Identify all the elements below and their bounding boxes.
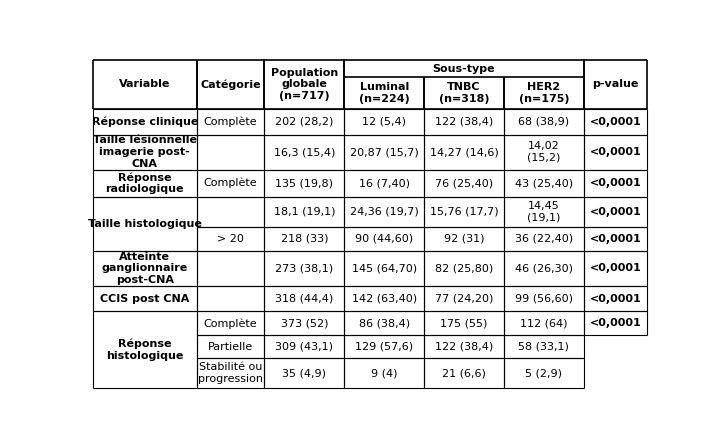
Text: 20,87 (15,7): 20,87 (15,7) — [350, 147, 419, 157]
Text: <0,0001: <0,0001 — [589, 293, 641, 304]
Text: 77 (24,20): 77 (24,20) — [435, 293, 493, 304]
Text: 21 (6,6): 21 (6,6) — [442, 368, 486, 378]
Text: <0,0001: <0,0001 — [589, 234, 641, 244]
Text: Taille lésionnelle
imagerie post-
CNA: Taille lésionnelle imagerie post- CNA — [93, 136, 197, 169]
Text: 12 (5,4): 12 (5,4) — [362, 117, 406, 127]
Text: 58 (33,1): 58 (33,1) — [518, 342, 569, 352]
Text: 43 (25,40): 43 (25,40) — [515, 178, 573, 188]
Text: Réponse
radiologique: Réponse radiologique — [105, 172, 184, 194]
Text: Complète: Complète — [204, 318, 257, 329]
Text: 18,1 (19,1): 18,1 (19,1) — [274, 207, 335, 217]
Text: 142 (63,40): 142 (63,40) — [352, 293, 417, 304]
Text: Population
globale
(n=717): Population globale (n=717) — [271, 68, 338, 101]
Text: 76 (25,40): 76 (25,40) — [435, 178, 493, 188]
Text: 86 (38,4): 86 (38,4) — [359, 319, 410, 328]
Text: <0,0001: <0,0001 — [589, 264, 641, 273]
Text: <0,0001: <0,0001 — [589, 207, 641, 217]
Text: Stabilité ou
progression: Stabilité ou progression — [198, 363, 263, 384]
Text: TNBC
(n=318): TNBC (n=318) — [439, 82, 490, 104]
Text: CCIS post CNA: CCIS post CNA — [100, 293, 189, 304]
Text: <0,0001: <0,0001 — [589, 178, 641, 188]
Text: 175 (55): 175 (55) — [440, 319, 488, 328]
Text: 5 (2,9): 5 (2,9) — [526, 368, 562, 378]
Text: 99 (56,60): 99 (56,60) — [515, 293, 573, 304]
Text: 15,76 (17,7): 15,76 (17,7) — [430, 207, 498, 217]
Text: 9 (4): 9 (4) — [371, 368, 398, 378]
Text: 373 (52): 373 (52) — [281, 319, 329, 328]
Text: Variable: Variable — [119, 79, 170, 89]
Text: 90 (44,60): 90 (44,60) — [355, 234, 413, 244]
Text: Complète: Complète — [204, 117, 257, 127]
Text: Luminal
(n=224): Luminal (n=224) — [359, 82, 409, 104]
Text: 35 (4,9): 35 (4,9) — [282, 368, 326, 378]
Text: 92 (31): 92 (31) — [444, 234, 484, 244]
Text: 16,3 (15,4): 16,3 (15,4) — [274, 147, 335, 157]
Text: <0,0001: <0,0001 — [589, 147, 641, 157]
Text: 273 (38,1): 273 (38,1) — [275, 264, 334, 273]
Text: Réponse
histologique: Réponse histologique — [106, 339, 183, 361]
Text: 46 (26,30): 46 (26,30) — [515, 264, 573, 273]
Text: 36 (22,40): 36 (22,40) — [515, 234, 573, 244]
Text: 68 (38,9): 68 (38,9) — [518, 117, 570, 127]
Text: 122 (38,4): 122 (38,4) — [435, 117, 493, 127]
Text: 24,36 (19,7): 24,36 (19,7) — [350, 207, 419, 217]
Text: Atteinte
ganglionnaire
post-CNA: Atteinte ganglionnaire post-CNA — [102, 252, 188, 285]
Text: 112 (64): 112 (64) — [520, 319, 567, 328]
Text: p-value: p-value — [592, 79, 638, 89]
Text: 16 (7,40): 16 (7,40) — [359, 178, 409, 188]
Text: 218 (33): 218 (33) — [281, 234, 329, 244]
Text: 129 (57,6): 129 (57,6) — [355, 342, 413, 352]
Text: HER2
(n=175): HER2 (n=175) — [518, 82, 569, 104]
Text: 318 (44,4): 318 (44,4) — [275, 293, 334, 304]
Text: Taille histologique: Taille histologique — [88, 219, 201, 229]
Text: Partielle: Partielle — [208, 342, 253, 352]
Text: 14,45
(19,1): 14,45 (19,1) — [527, 201, 560, 223]
Text: Réponse clinique: Réponse clinique — [92, 117, 198, 127]
Text: 82 (25,80): 82 (25,80) — [435, 264, 493, 273]
Text: <0,0001: <0,0001 — [589, 117, 641, 127]
Text: 145 (64,70): 145 (64,70) — [352, 264, 417, 273]
Text: 135 (19,8): 135 (19,8) — [275, 178, 334, 188]
Text: 202 (28,2): 202 (28,2) — [275, 117, 334, 127]
Text: Sous-type: Sous-type — [432, 63, 495, 73]
Text: <0,0001: <0,0001 — [589, 319, 641, 328]
Text: Complète: Complète — [204, 178, 257, 188]
Text: 14,02
(15,2): 14,02 (15,2) — [527, 141, 560, 163]
Text: 14,27 (14,6): 14,27 (14,6) — [430, 147, 498, 157]
Text: Catégorie: Catégorie — [200, 79, 261, 90]
Text: 309 (43,1): 309 (43,1) — [275, 342, 334, 352]
Text: 122 (38,4): 122 (38,4) — [435, 342, 493, 352]
Text: > 20: > 20 — [217, 234, 244, 244]
